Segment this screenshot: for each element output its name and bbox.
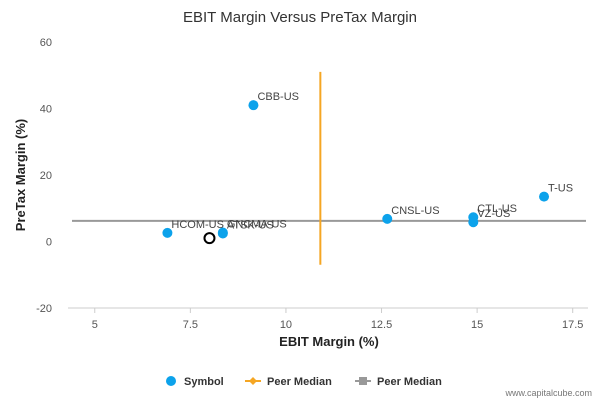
data-point-label: CBB-US (257, 91, 299, 103)
y-tick-label: 20 (40, 170, 52, 182)
legend-peer-median-x-marker (249, 377, 257, 385)
legend-item-peer-median-y[interactable]: Peer Median (355, 376, 442, 388)
y-axis-ticks: -20 0 20 40 60 (36, 37, 52, 315)
x-axis-ticks: 5 7.5 10 12.5 15 17.5 (92, 308, 583, 331)
data-point (382, 213, 393, 224)
data-point-label: VZ-US (477, 208, 510, 220)
data-point (539, 191, 550, 202)
data-point (468, 217, 479, 228)
legend-peer-median-y-marker (359, 377, 367, 385)
data-point-label: ATSK-US (227, 220, 274, 232)
x-axis-title: EBIT Margin (%) (279, 334, 379, 349)
data-point-label: CNSL-US (391, 205, 439, 217)
x-tick-label: 5 (92, 319, 98, 331)
x-tick-label: 17.5 (562, 319, 583, 331)
data-point-label: T-US (548, 183, 573, 195)
x-tick-label: 12.5 (371, 319, 392, 331)
legend-symbol-label: Symbol (184, 376, 224, 388)
data-point-label: CTL-US (477, 203, 517, 215)
y-tick-label: 60 (40, 37, 52, 49)
data-point-label: GNCMA-US (227, 219, 287, 231)
legend-item-symbol[interactable]: Symbol (166, 376, 224, 388)
data-point (217, 228, 228, 239)
legend-symbol-marker (166, 376, 176, 386)
watermark: www.capitalcube.com (504, 388, 592, 398)
legend: Symbol Peer Median Peer Median (166, 376, 442, 388)
data-point (248, 100, 259, 111)
data-point (162, 227, 173, 238)
legend-item-peer-median-x[interactable]: Peer Median (245, 376, 332, 388)
x-tick-label: 10 (280, 319, 292, 331)
x-tick-label: 15 (471, 319, 483, 331)
legend-peer-median-y-label: Peer Median (377, 376, 442, 388)
data-point-label: HCOM-US (171, 219, 224, 231)
y-tick-label: -20 (36, 303, 52, 315)
legend-peer-median-x-label: Peer Median (267, 376, 332, 388)
y-axis-title: PreTax Margin (%) (13, 119, 28, 231)
y-tick-label: 40 (40, 104, 52, 116)
y-tick-label: 0 (46, 237, 52, 249)
highlighted-data-point (203, 232, 216, 245)
data-points (162, 100, 550, 245)
x-tick-label: 7.5 (183, 319, 198, 331)
chart-title: EBIT Margin Versus PreTax Margin (183, 9, 417, 26)
peer-median-lines (72, 71, 586, 265)
